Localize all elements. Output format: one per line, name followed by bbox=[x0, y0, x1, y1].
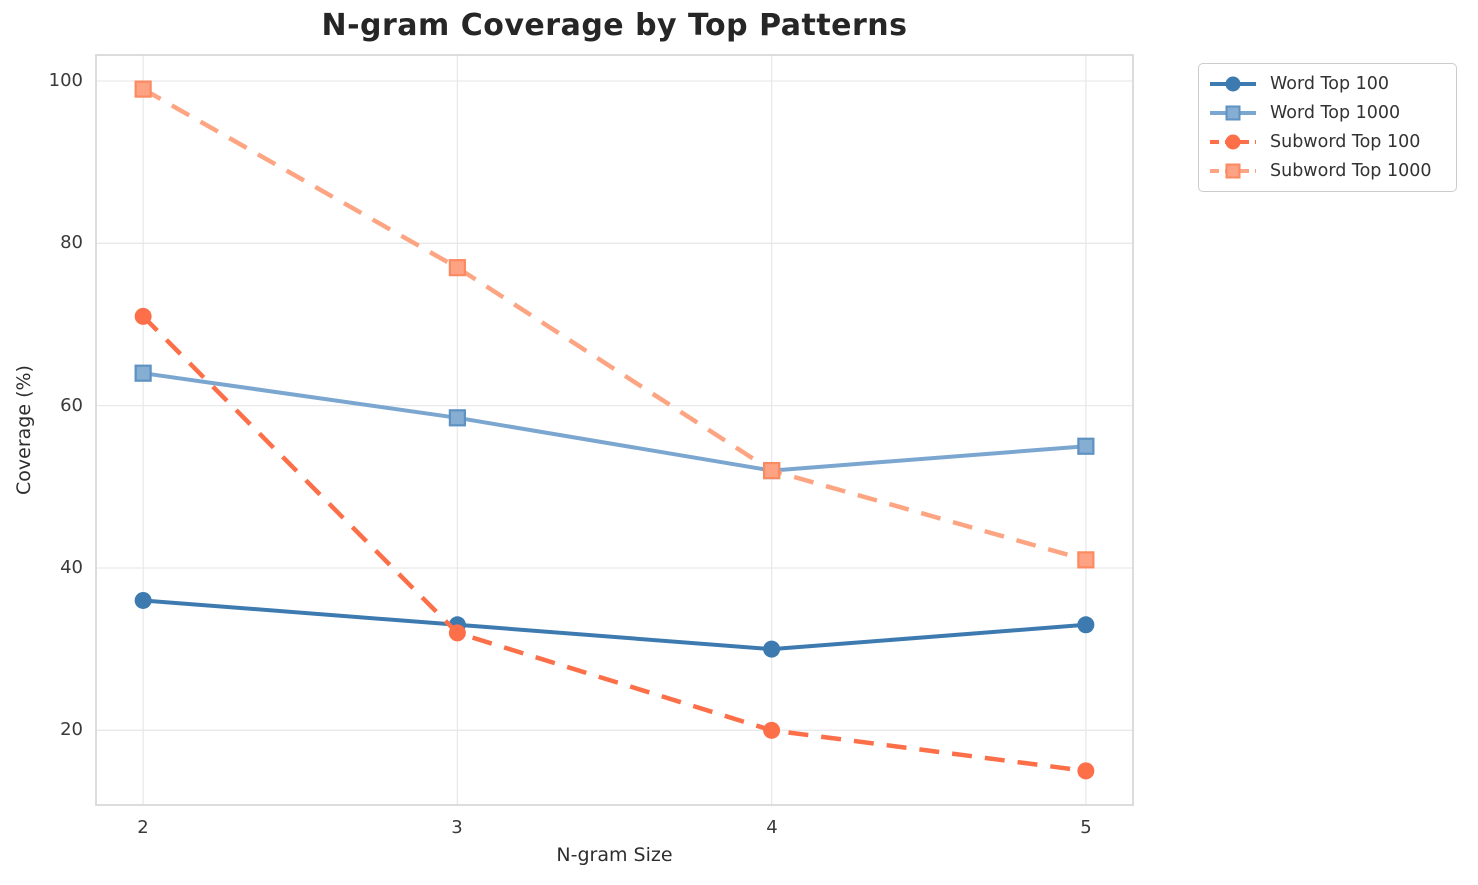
data-point-marker bbox=[448, 409, 466, 427]
legend-box: Word Top 100 Word Top 1000 Subword Top 1… bbox=[1198, 63, 1457, 192]
series-word-top-100 bbox=[134, 591, 1095, 658]
legend-line-sample bbox=[1210, 105, 1256, 120]
legend-sample-marker bbox=[1225, 76, 1241, 91]
data-point-marker bbox=[448, 259, 466, 277]
series-line bbox=[142, 598, 1087, 652]
legend-item: Word Top 100 bbox=[1209, 69, 1456, 98]
y-tick-label: 60 bbox=[60, 395, 83, 416]
chart-title: N-gram Coverage by Top Patterns bbox=[321, 8, 908, 43]
y-tick-label: 20 bbox=[60, 719, 83, 740]
x-tick-label: 4 bbox=[766, 817, 778, 838]
series-subword-top-100 bbox=[134, 307, 1095, 780]
data-point-marker bbox=[1077, 551, 1095, 569]
series-line bbox=[141, 314, 1087, 774]
series-line bbox=[142, 87, 1087, 563]
y-tick-label: 40 bbox=[60, 557, 83, 578]
x-tick-label: 5 bbox=[1080, 817, 1092, 838]
x-axis-label: N-gram Size bbox=[556, 844, 673, 866]
y-tick-label: 80 bbox=[60, 232, 83, 253]
legend-sample-marker bbox=[1225, 105, 1241, 120]
legend-line-sample bbox=[1210, 163, 1256, 178]
x-tick-label: 3 bbox=[451, 817, 463, 838]
series-line bbox=[142, 371, 1087, 473]
legend-item: Word Top 1000 bbox=[1209, 98, 1456, 127]
legend-label: Subword Top 100 bbox=[1270, 131, 1421, 152]
legend-label: Word Top 1000 bbox=[1270, 102, 1401, 123]
legend-label: Word Top 100 bbox=[1270, 73, 1390, 94]
series-subword-top-1000 bbox=[134, 80, 1095, 569]
legend-sample-marker bbox=[1225, 163, 1241, 178]
x-tick-label: 2 bbox=[137, 817, 149, 838]
legend-line-sample bbox=[1210, 76, 1256, 91]
legend-sample-marker bbox=[1225, 134, 1241, 149]
plot-border bbox=[95, 54, 1134, 806]
data-point-marker bbox=[763, 721, 781, 739]
legend-item: Subword Top 1000 bbox=[1209, 156, 1456, 185]
legend-line-sample bbox=[1210, 134, 1256, 149]
legend-item: Subword Top 100 bbox=[1209, 127, 1456, 156]
data-point-marker bbox=[134, 364, 152, 382]
data-point-marker bbox=[1077, 616, 1095, 634]
data-point-marker bbox=[763, 461, 781, 480]
data-point-marker bbox=[448, 624, 466, 642]
y-axis-label: Coverage (%) bbox=[13, 365, 35, 495]
series-word-top-1000 bbox=[134, 364, 1095, 480]
data-point-marker bbox=[763, 640, 781, 658]
data-point-marker bbox=[134, 591, 152, 609]
data-point-marker bbox=[1077, 437, 1095, 455]
data-point-marker bbox=[134, 80, 152, 98]
y-tick-label: 100 bbox=[48, 70, 83, 91]
data-point-marker bbox=[1077, 762, 1095, 780]
legend-label: Subword Top 1000 bbox=[1270, 160, 1432, 181]
data-point-marker bbox=[134, 307, 152, 325]
